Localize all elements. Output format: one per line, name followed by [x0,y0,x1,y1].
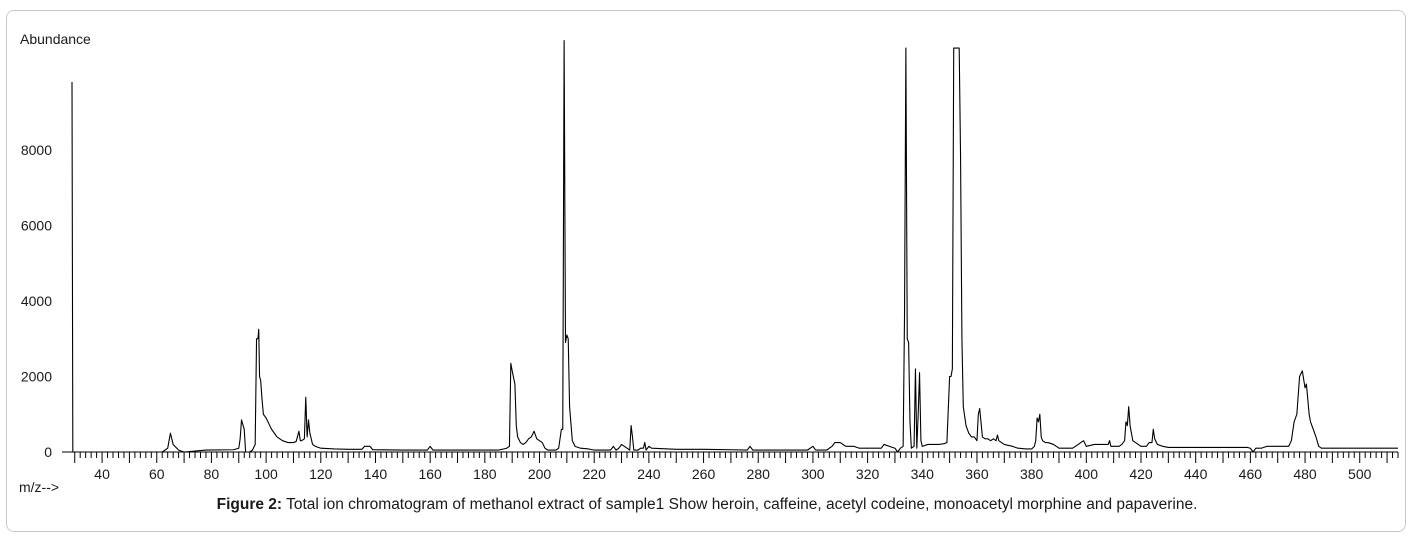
x-axis-label: m/z--> [19,479,59,495]
tic-trace-line [71,39,1398,453]
x-tick-label: 120 [309,466,333,482]
x-axis: 40 60 80 100 120 140 160 180 200 220 240 260 280 300 3… [72,451,1399,482]
x-tick-label: 320 [856,466,880,482]
x-tick-label: 240 [637,466,661,482]
x-tick-label: 140 [364,466,388,482]
caption-label: Figure 2: [216,496,283,513]
x-tick-label: 380 [1020,466,1044,482]
x-tick-label: 420 [1129,466,1153,482]
x-tick-label: 400 [1075,466,1099,482]
trace-group [71,39,1398,453]
x-tick-label: 260 [692,466,716,482]
x-tick-label: 500 [1348,466,1372,482]
x-tick-label: 100 [254,466,278,482]
x-tick-label: 60 [149,466,165,482]
figure-caption: Figure 2: Total ion chromatogram of meth… [0,496,1414,514]
x-tick-label: 480 [1293,466,1317,482]
x-tick-label: 280 [747,466,771,482]
x-tick-label: 80 [204,466,220,482]
x-tick-label: 360 [965,466,989,482]
y-axis-label: Abundance [20,31,91,47]
x-tick-label: 220 [583,466,607,482]
y-tick-label: 8000 [21,142,52,158]
x-tick-label: 200 [528,466,552,482]
x-tick-label: 340 [911,466,935,482]
caption-text: Total ion chromatogram of methanol extra… [282,496,1198,513]
x-tick-label: 160 [418,466,442,482]
y-axis: 0 2000 4000 6000 8000 [21,142,72,460]
x-tick-label: 300 [801,466,825,482]
x-tick-label: 440 [1184,466,1208,482]
y-tick-label: 6000 [21,218,52,234]
y-tick-label: 2000 [21,369,52,385]
y-tick-label: 0 [44,444,52,460]
x-tick-label: 40 [94,466,110,482]
x-tick-label: 460 [1239,466,1263,482]
x-tick-label: 180 [473,466,497,482]
figure-frame [6,10,1406,532]
y-tick-label: 4000 [21,293,52,309]
